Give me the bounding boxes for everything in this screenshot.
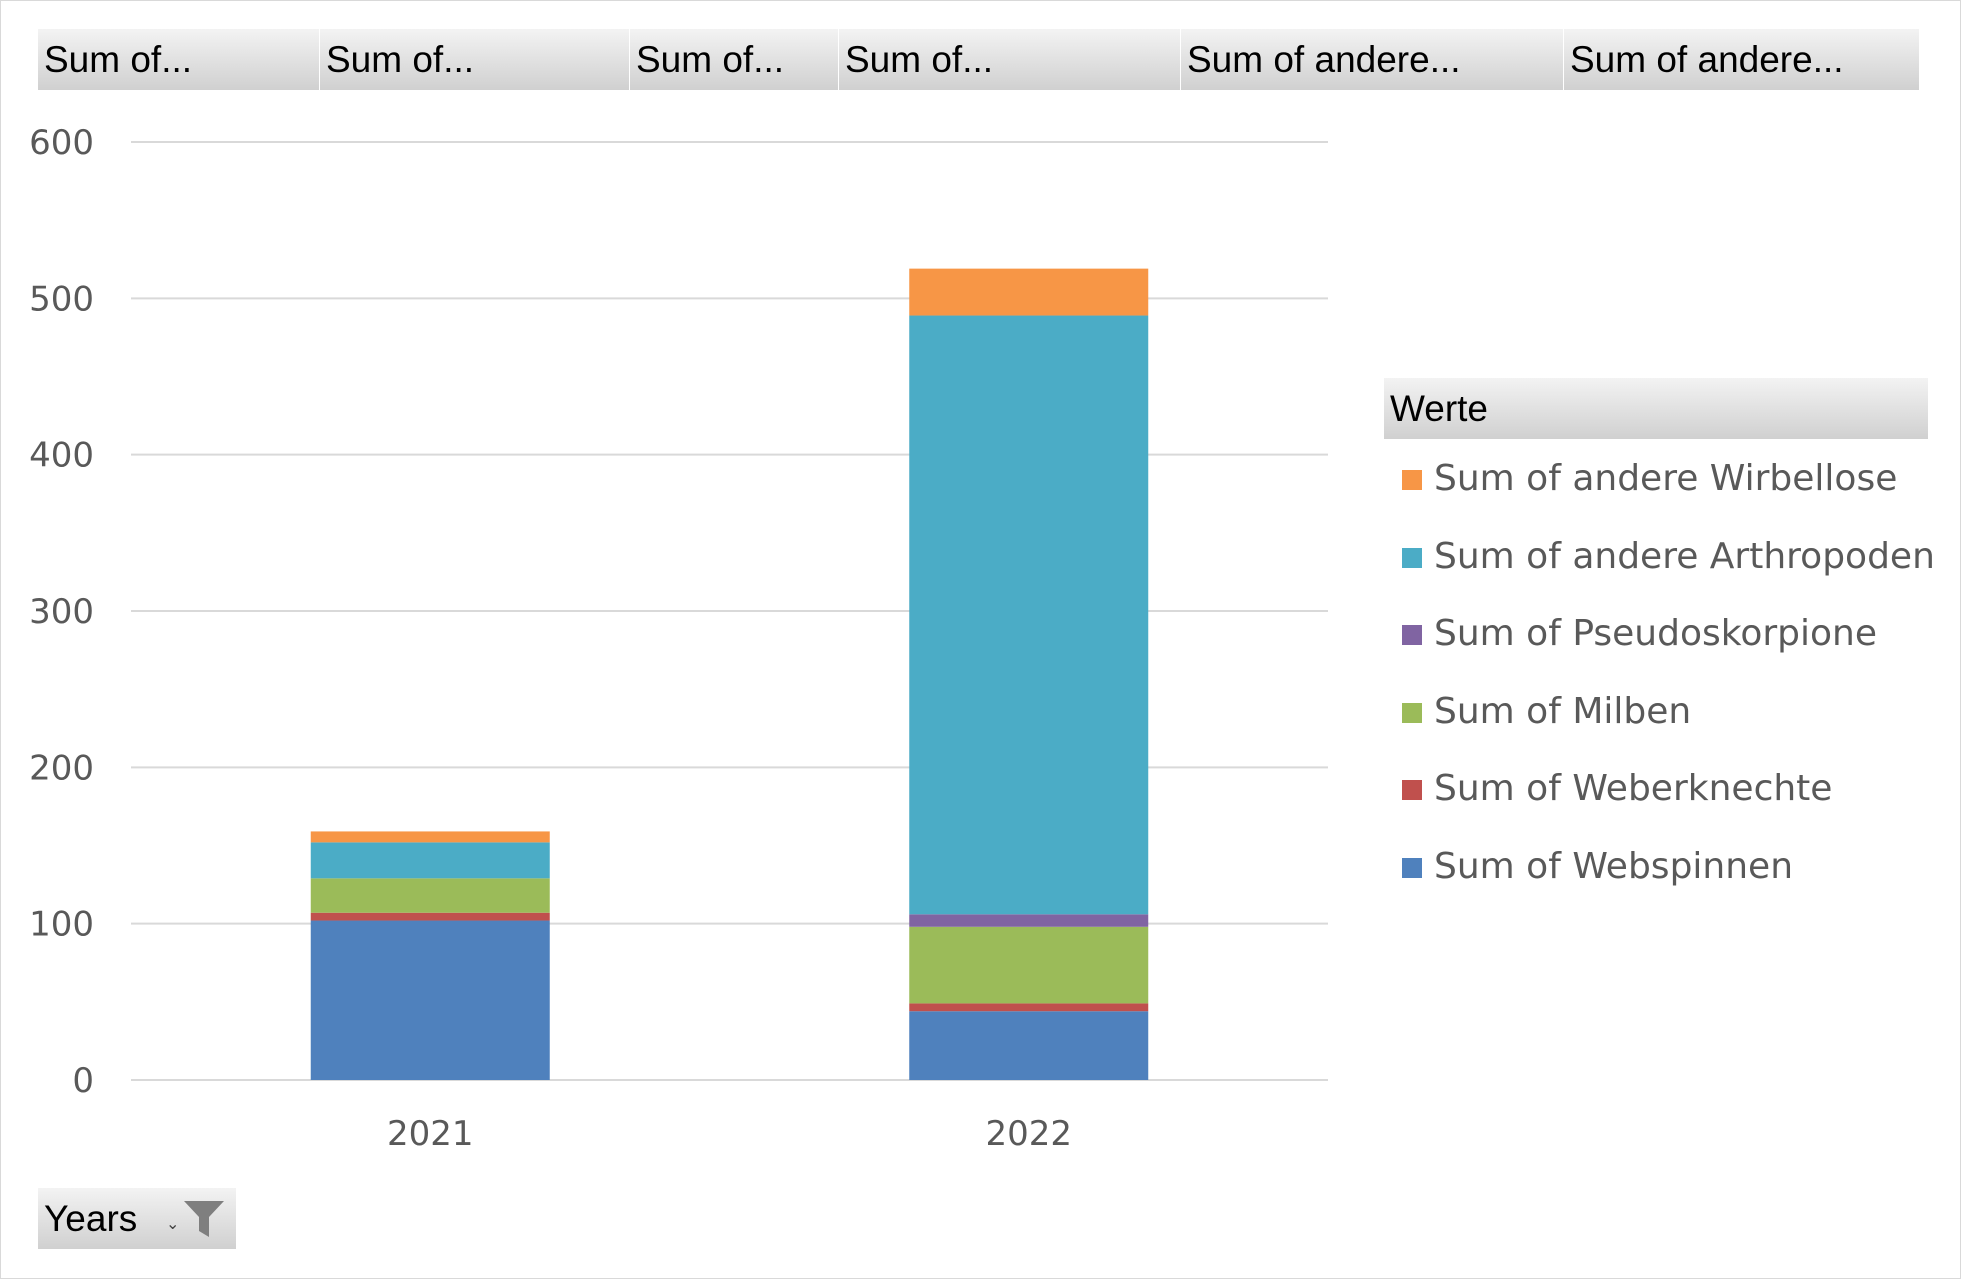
- bar-2022-series-2: [909, 926, 1149, 1004]
- x-tick-label-2021: 2021: [387, 1114, 474, 1154]
- bar-2021-series-5: [310, 831, 550, 843]
- legend-swatch: [1402, 625, 1422, 645]
- legend-label: Sum of Pseudoskorpione: [1434, 613, 1877, 654]
- field-button-weberknechte[interactable]: Sum of...: [320, 29, 630, 90]
- legend-title[interactable]: Werte: [1384, 378, 1928, 439]
- legend-swatch: [1402, 470, 1422, 490]
- legend-swatch: [1402, 780, 1422, 800]
- field-button-andere-wirbellose[interactable]: Sum of andere...: [1564, 29, 1920, 90]
- bar-2022-series-1: [909, 1003, 1149, 1012]
- legend-label: Sum of andere Arthropoden: [1434, 535, 1935, 577]
- dropdown-arrow-icon: ⌄: [166, 1214, 180, 1233]
- field-button-pseudoskorpione[interactable]: Sum of...: [839, 29, 1181, 90]
- legend-swatch: [1402, 547, 1422, 568]
- bar-2021-series-1: [310, 912, 550, 921]
- legend-label: Sum of andere Wirbellose: [1434, 458, 1898, 499]
- years-filter-button[interactable]: Years ⌄: [38, 1188, 236, 1249]
- bar-2021-series-0: [310, 920, 550, 1080]
- years-label: Years: [44, 1198, 138, 1239]
- y-tick-label-500: 500: [29, 279, 94, 319]
- y-tick-label-600: 600: [29, 123, 94, 163]
- bar-2022-series-4: [909, 315, 1149, 915]
- y-tick-label-100: 100: [29, 905, 94, 945]
- y-tick-label-300: 300: [29, 592, 94, 632]
- legend-label: Sum of Milben: [1434, 690, 1692, 732]
- bar-2021-series-4: [310, 842, 550, 879]
- bar-2022-series-3: [909, 914, 1149, 927]
- y-tick-label-0: 0: [72, 1061, 94, 1101]
- field-button-milben[interactable]: Sum of...: [630, 29, 839, 90]
- legend-label: Sum of Weberknechte: [1434, 768, 1833, 809]
- filter-icon: [184, 1201, 224, 1237]
- x-tick-label-2022: 2022: [985, 1114, 1072, 1154]
- field-button-andere-arthropoden[interactable]: Sum of andere...: [1181, 29, 1564, 90]
- y-tick-label-400: 400: [29, 436, 94, 476]
- bar-2021-series-2: [310, 878, 550, 913]
- legend-label: Sum of Webspinnen: [1434, 845, 1794, 887]
- legend-swatch: [1402, 857, 1422, 878]
- bar-2022-series-5: [909, 268, 1149, 316]
- value-field-bar: Sum of... Sum of... Sum of... Sum of... …: [38, 29, 1920, 90]
- y-tick-label-200: 200: [29, 748, 94, 788]
- field-button-webspinnen[interactable]: Sum of...: [38, 29, 320, 90]
- legend-swatch: [1402, 702, 1422, 723]
- bar-2022-series-0: [909, 1011, 1149, 1080]
